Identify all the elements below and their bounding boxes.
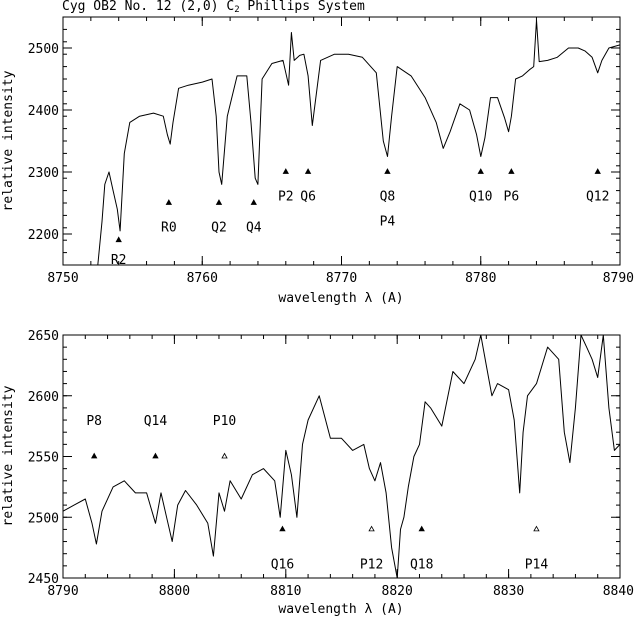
top-marker-label: R0 (161, 221, 177, 236)
top-y-tick-label: 2300 (28, 166, 59, 181)
bottom-plot-frame (62, 334, 621, 579)
chart-title: Cyg OB2 No. 12 (2,0) C2 Phillips System (62, 0, 365, 17)
bottom-y-tick-label: 2450 (28, 572, 59, 587)
bottom-line-marker (279, 525, 286, 532)
bottom-y-tick-label: 2500 (28, 511, 59, 526)
bottom-line-marker (91, 452, 98, 459)
title-prefix: Cyg OB2 No. 12 (2,0) C (62, 0, 235, 14)
bottom-line-marker (533, 525, 540, 532)
bottom-marker-label: Q16 (271, 557, 294, 572)
bottom-line-marker (418, 525, 425, 532)
top-line-marker (282, 168, 289, 174)
top-x-tick-label: 8780 (465, 271, 496, 286)
top-plot-area: 8750 8760 8770 8780 8790 2200 2300 2400 2500 R2 R0… (28, 16, 634, 286)
bottom-marker-label: P14 (525, 557, 549, 572)
top-line-marker (508, 168, 515, 174)
top-line-marker (304, 168, 312, 174)
bottom-y-tick-label: 2650 (28, 329, 59, 344)
top-marker-label: Q10 (469, 190, 492, 205)
top-marker-label: Q4 (246, 221, 262, 236)
top-marker-label: Q2 (211, 221, 227, 236)
top-x-tick-label: 8790 (603, 271, 634, 286)
bottom-marker-label: P10 (213, 414, 236, 429)
top-annotation: P4 (380, 214, 396, 229)
bottom-y-axis-label: relative intensity (1, 385, 16, 526)
title-suffix: Phillips System (239, 0, 365, 14)
top-line-marker (594, 168, 601, 174)
bottom-panel: 8790 8800 8810 8820 8830 8840 2450 2500 2550 2600… (1, 329, 634, 617)
bottom-y-tick-label: 2550 (28, 451, 59, 466)
top-x-tick-label: 8760 (187, 271, 218, 286)
bottom-line-marker (152, 452, 159, 459)
top-x-tick-label: 8770 (326, 271, 357, 286)
top-panel: 8750 8760 8770 8780 8790 2200 2300 2400 2500 R2 R0… (1, 16, 634, 306)
bottom-x-tick-label: 8830 (493, 584, 524, 599)
top-y-axis-label: relative intensity (1, 70, 16, 211)
bottom-x-tick-label: 8800 (159, 584, 190, 599)
top-marker-label: R2 (111, 253, 127, 268)
top-x-tick-label: 8750 (47, 271, 78, 286)
bottom-x-tick-label: 8790 (47, 584, 78, 599)
bottom-line-marker (368, 525, 375, 532)
top-marker-label: P6 (504, 190, 520, 205)
top-spectrum-line (97, 19, 620, 265)
bottom-marker-label: P12 (360, 557, 383, 572)
top-marker-label: Q6 (300, 190, 316, 205)
top-marker-label: Q8 (380, 190, 396, 205)
bottom-x-tick-label: 8820 (382, 584, 413, 599)
bottom-spectrum-line (63, 335, 620, 578)
top-line-marker (477, 168, 484, 174)
top-x-axis-label: wavelength λ (A) (278, 291, 403, 306)
top-line-marker (384, 168, 391, 174)
top-marker-label: Q12 (586, 190, 609, 205)
bottom-plot-area: 8790 8800 8810 8820 8830 8840 2450 2500 2550 2600… (28, 329, 634, 599)
top-y-tick-label: 2500 (28, 42, 59, 57)
top-line-marker (250, 199, 257, 205)
top-line-marker (115, 236, 122, 243)
top-marker-label: P2 (278, 190, 294, 205)
bottom-marker-label: P8 (86, 414, 102, 429)
bottom-x-tick-label: 8810 (270, 584, 301, 599)
top-y-tick-label: 2200 (28, 228, 59, 243)
bottom-marker-label: Q18 (410, 557, 433, 572)
top-line-marker (165, 199, 173, 205)
bottom-x-axis-label: wavelength λ (A) (278, 602, 403, 617)
bottom-x-tick-label: 8840 (603, 584, 634, 599)
top-y-tick-label: 2400 (28, 104, 59, 119)
title-subscript: 2 (234, 5, 240, 15)
bottom-y-tick-label: 2600 (28, 390, 59, 405)
top-line-marker (215, 199, 223, 205)
bottom-marker-label: Q14 (144, 414, 168, 429)
bottom-line-marker (221, 452, 228, 459)
